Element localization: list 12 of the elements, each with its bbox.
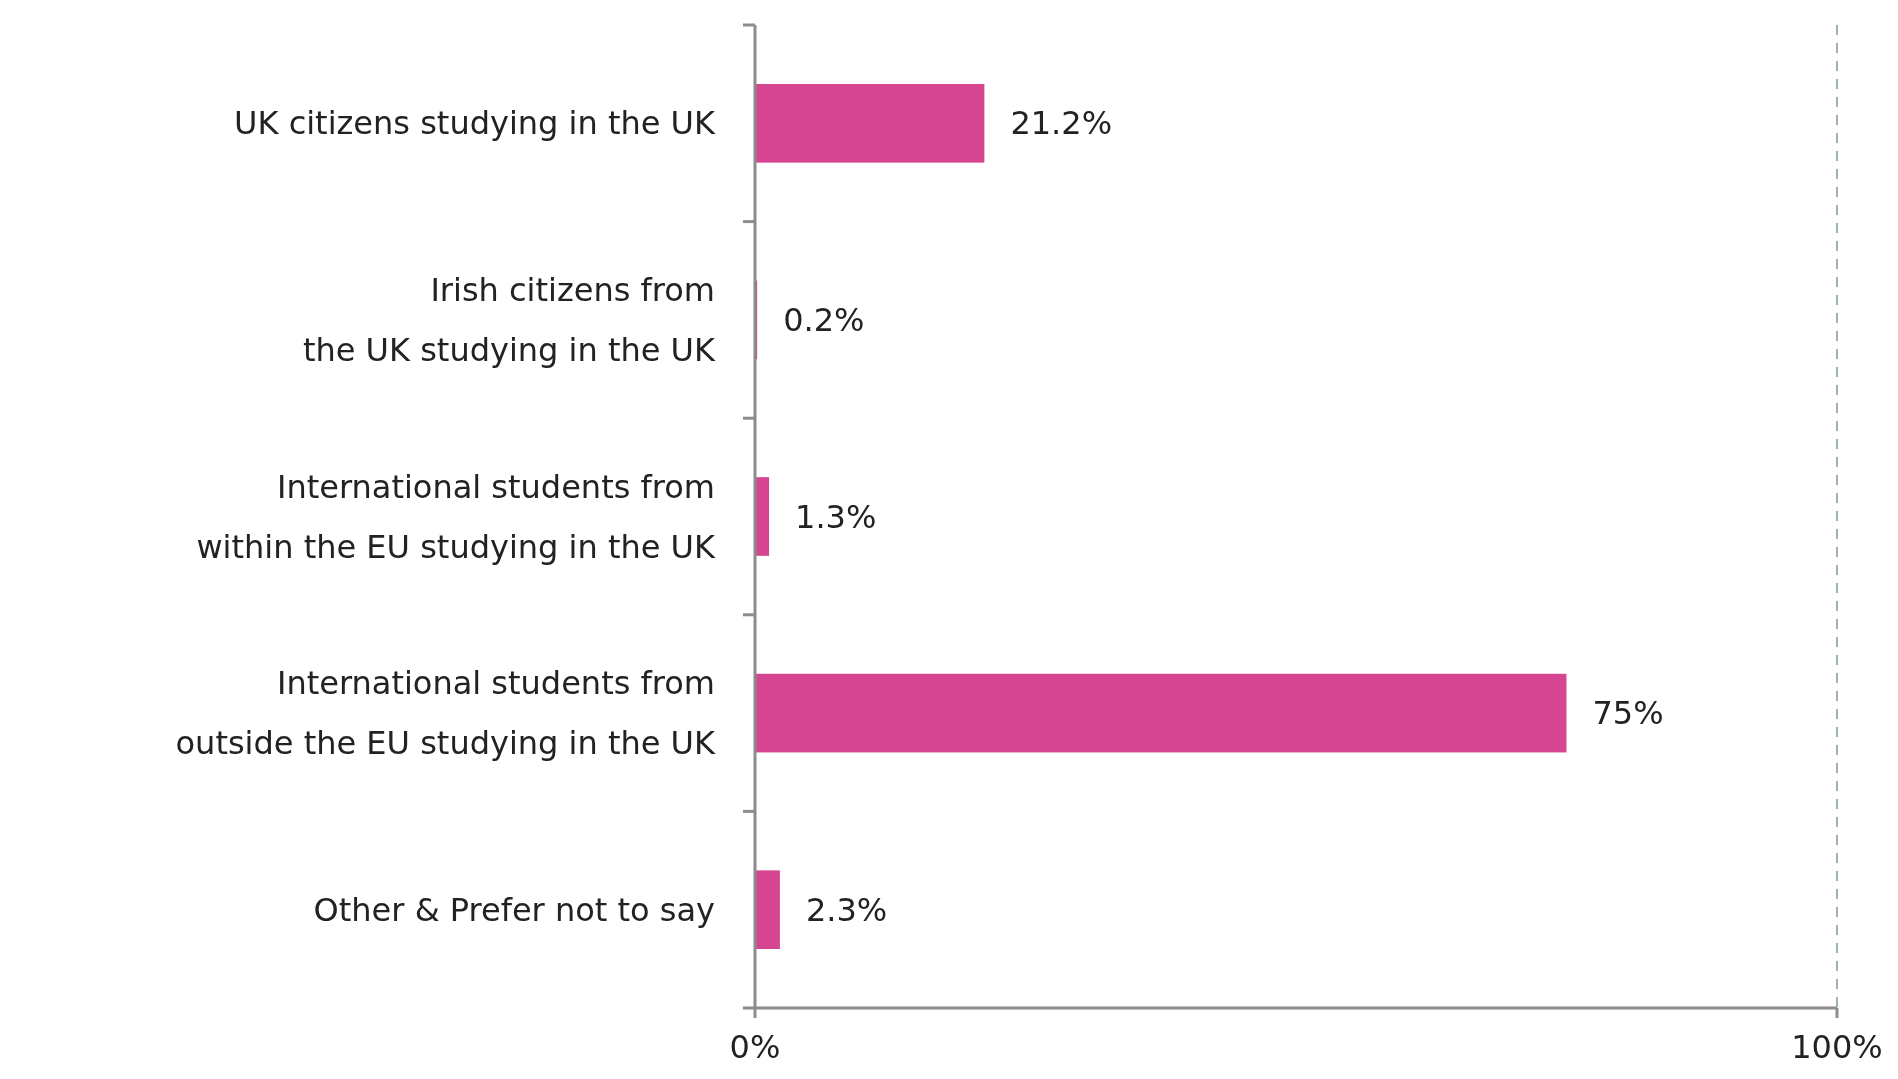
data-label: 1.3% (795, 497, 877, 536)
x-tick-label: 100% (1791, 1028, 1883, 1066)
y-tick-label: UK citizens studying in the UK (234, 104, 717, 143)
data-label: 0.2% (783, 300, 865, 339)
y-tick-label: International students from within the EU studying in the UK (196, 467, 717, 566)
data-label: 2.3% (805, 890, 888, 929)
data-label: 21.2% (1010, 104, 1113, 143)
y-tick-label: Irish citizens from the UK studying in the UK (302, 270, 717, 369)
data-label: 75% (1592, 694, 1664, 733)
x-tick-label: 0% (729, 1028, 781, 1066)
y-tick-label: Other & Prefer not to say (313, 890, 715, 929)
y-tick-label: International students from outside the EU studying in the UK (175, 664, 717, 763)
